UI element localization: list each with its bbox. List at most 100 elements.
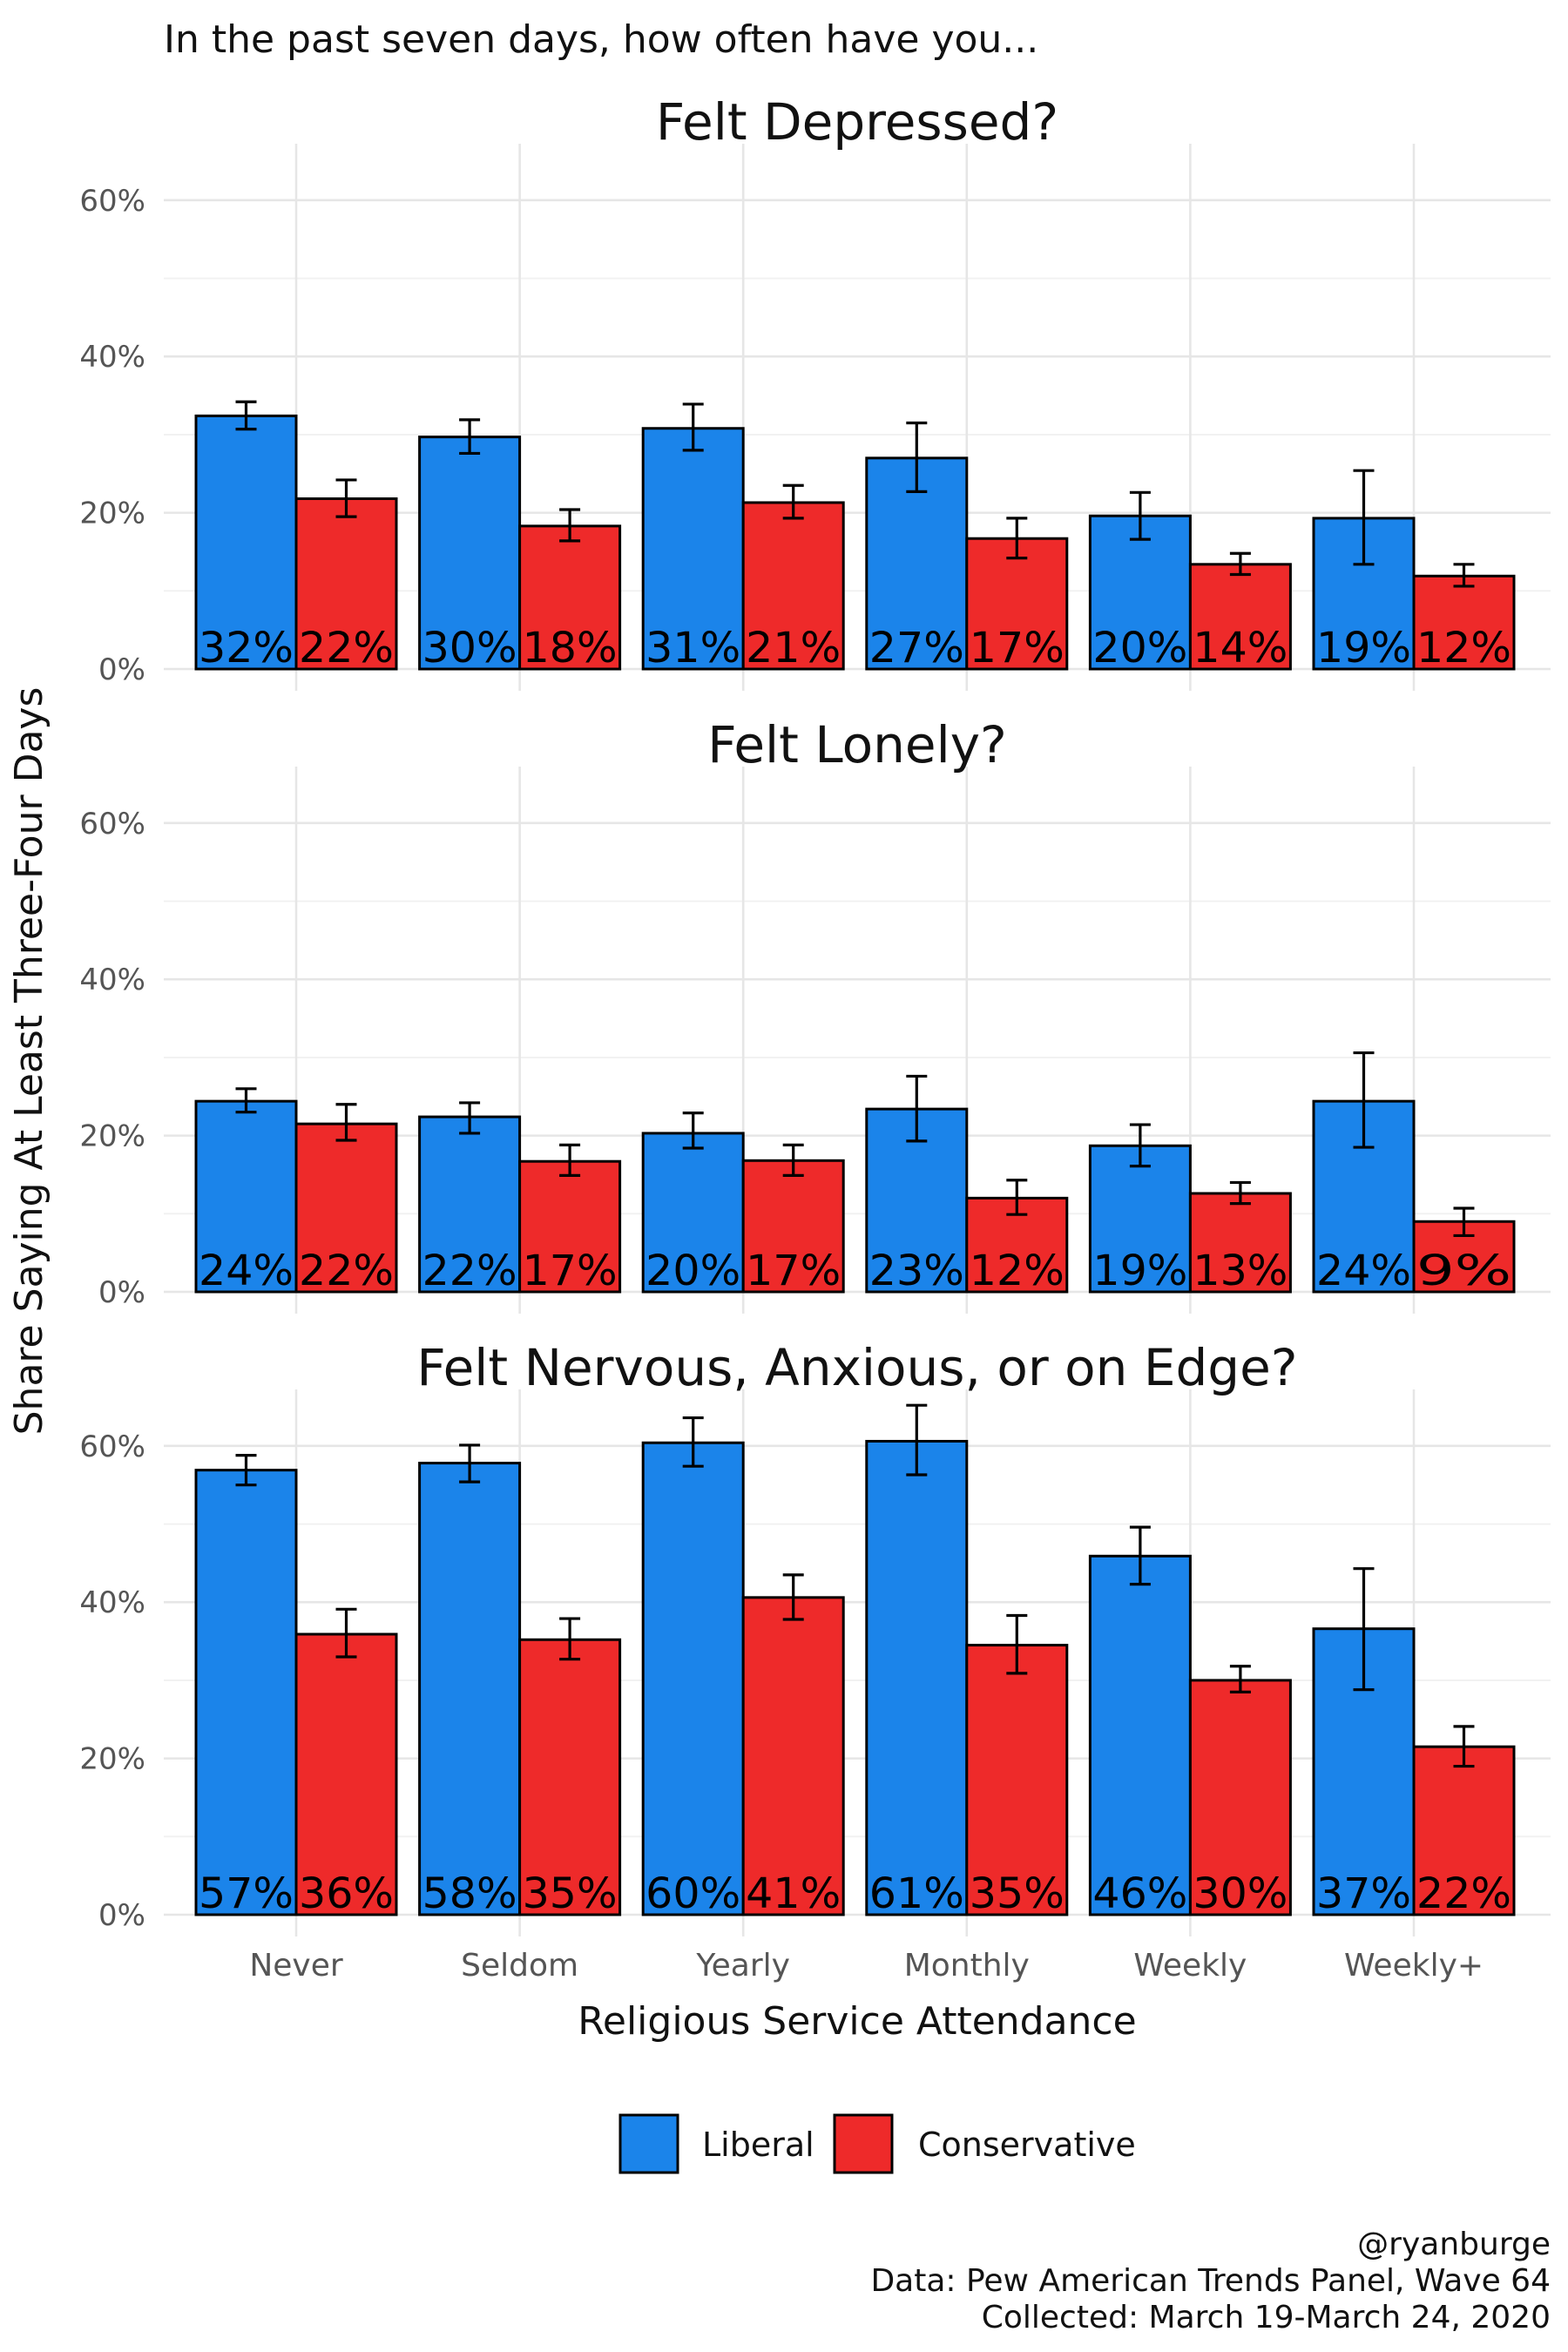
error-bar [1229, 1180, 1251, 1206]
data-label: 18% [523, 624, 618, 672]
bar-liberal [194, 1469, 298, 1916]
data-label: 37% [1316, 1869, 1411, 1918]
bar-conservative [1412, 574, 1516, 671]
x-tick-label: Seldom [461, 1948, 578, 1984]
error-bar [459, 1101, 481, 1135]
chart-panels: 0% 20% 40% 60% Felt Depressed? 32% 30% 31% 27% 20… [79, 92, 1551, 1984]
x-tick-label: Yearly [695, 1948, 790, 1984]
y-tick-label: 40% [79, 1585, 145, 1620]
error-bar [1006, 1179, 1028, 1216]
y-tick-label: 60% [79, 807, 145, 841]
y-tick-label: 20% [79, 497, 145, 531]
data-label: 58% [422, 1869, 517, 1918]
error-bar [335, 1103, 357, 1142]
y-tick-label: 0% [98, 1898, 145, 1933]
bar-conservative [965, 537, 1069, 671]
y-tick-label: 0% [98, 1275, 145, 1310]
bar-conservative [294, 1632, 398, 1916]
chart-legend: Liberal Conservative [618, 2113, 1136, 2174]
x-axis-label: Religious Service Attendance [578, 1999, 1136, 2044]
chart-subtitle: In the past seven days, how often have y… [164, 17, 1038, 62]
error-bar [682, 1112, 704, 1150]
panel-title: Felt Depressed? [656, 92, 1058, 152]
error-bar [906, 1403, 928, 1477]
error-bar [1229, 551, 1251, 577]
data-label: 20% [1092, 624, 1187, 672]
bar-liberal [641, 427, 745, 671]
error-bar [1006, 1613, 1028, 1675]
data-label: 35% [970, 1869, 1064, 1918]
panel-title: Felt Nervous, Anxious, or on Edge? [416, 1338, 1297, 1397]
error-bar [906, 421, 928, 493]
error-bar [782, 483, 804, 520]
error-bar [1353, 1051, 1375, 1149]
data-label: 9% [1416, 1247, 1511, 1295]
error-bar [1453, 563, 1475, 588]
legend-swatch-liberal [618, 2113, 679, 2174]
bar-conservative [965, 1196, 1069, 1294]
data-label: 22% [299, 1247, 394, 1295]
error-bar [559, 1617, 581, 1661]
error-bar [682, 402, 704, 452]
error-bar [459, 1443, 481, 1484]
error-bar [559, 1143, 581, 1177]
caption-line: Data: Pew American Trends Panel, Wave 64 [870, 2263, 1551, 2299]
legend-label: Conservative [918, 2126, 1136, 2164]
bar-liberal [641, 1441, 745, 1916]
data-label: 17% [523, 1247, 618, 1295]
data-label: 30% [422, 624, 517, 672]
y-tick-label: 60% [79, 1429, 145, 1464]
y-axis-label: Share Saying At Least Three-Four Days [7, 687, 51, 1436]
y-tick-label: 0% [98, 652, 145, 687]
y-tick-label: 40% [79, 340, 145, 375]
data-label: 23% [869, 1247, 964, 1295]
bar-conservative [741, 1596, 845, 1916]
bar-conservative [1188, 1192, 1292, 1294]
error-bar [235, 1087, 257, 1114]
error-bar [1129, 1123, 1151, 1168]
y-tick-label: 40% [79, 963, 145, 997]
error-bar [1229, 1665, 1251, 1693]
legend-label: Liberal [702, 2126, 814, 2164]
bar-conservative [965, 1644, 1069, 1916]
data-label: 19% [1092, 1247, 1187, 1295]
error-bar [1353, 1567, 1375, 1692]
data-label: 12% [970, 1247, 1064, 1295]
data-label: 14% [1193, 624, 1288, 672]
bar-conservative [294, 497, 398, 671]
caption-line: Collected: March 19-March 24, 2020 [982, 2300, 1551, 2335]
panel-1: 0% 20% 40% 60% Felt Depressed? 32% 30% 31% 27% 20… [79, 92, 1551, 691]
bar-conservative [518, 1638, 622, 1916]
data-label: 31% [645, 624, 740, 672]
bar-liberal [1088, 1554, 1192, 1916]
error-bar [906, 1074, 928, 1143]
bar-liberal [865, 1439, 969, 1916]
bar-liberal [418, 1115, 522, 1294]
bar-conservative [741, 1159, 845, 1294]
error-bar [559, 508, 581, 543]
data-label: 20% [645, 1247, 740, 1295]
error-bar [235, 1454, 257, 1487]
data-label: 60% [645, 1869, 740, 1918]
bar-conservative [1188, 563, 1292, 671]
x-tick-label: Never [249, 1948, 343, 1984]
panel-title: Felt Lonely? [707, 715, 1007, 774]
error-bar [782, 1573, 804, 1621]
y-tick-label: 60% [79, 184, 145, 219]
x-tick-label: Weekly+ [1344, 1948, 1484, 1984]
error-bar [1006, 517, 1028, 560]
data-label: 24% [1316, 1247, 1411, 1295]
data-label: 32% [199, 624, 294, 672]
caption-line: @ryanburge [1357, 2227, 1551, 2262]
x-tick-label: Weekly [1133, 1948, 1247, 1984]
y-tick-label: 20% [79, 1742, 145, 1777]
bar-liberal [194, 1099, 298, 1294]
data-label: 30% [1193, 1869, 1288, 1918]
data-label: 19% [1316, 624, 1411, 672]
legend-swatch-conservative [833, 2113, 894, 2174]
data-label: 36% [299, 1869, 394, 1918]
bar-conservative [741, 501, 845, 671]
error-bar [1453, 1206, 1475, 1238]
